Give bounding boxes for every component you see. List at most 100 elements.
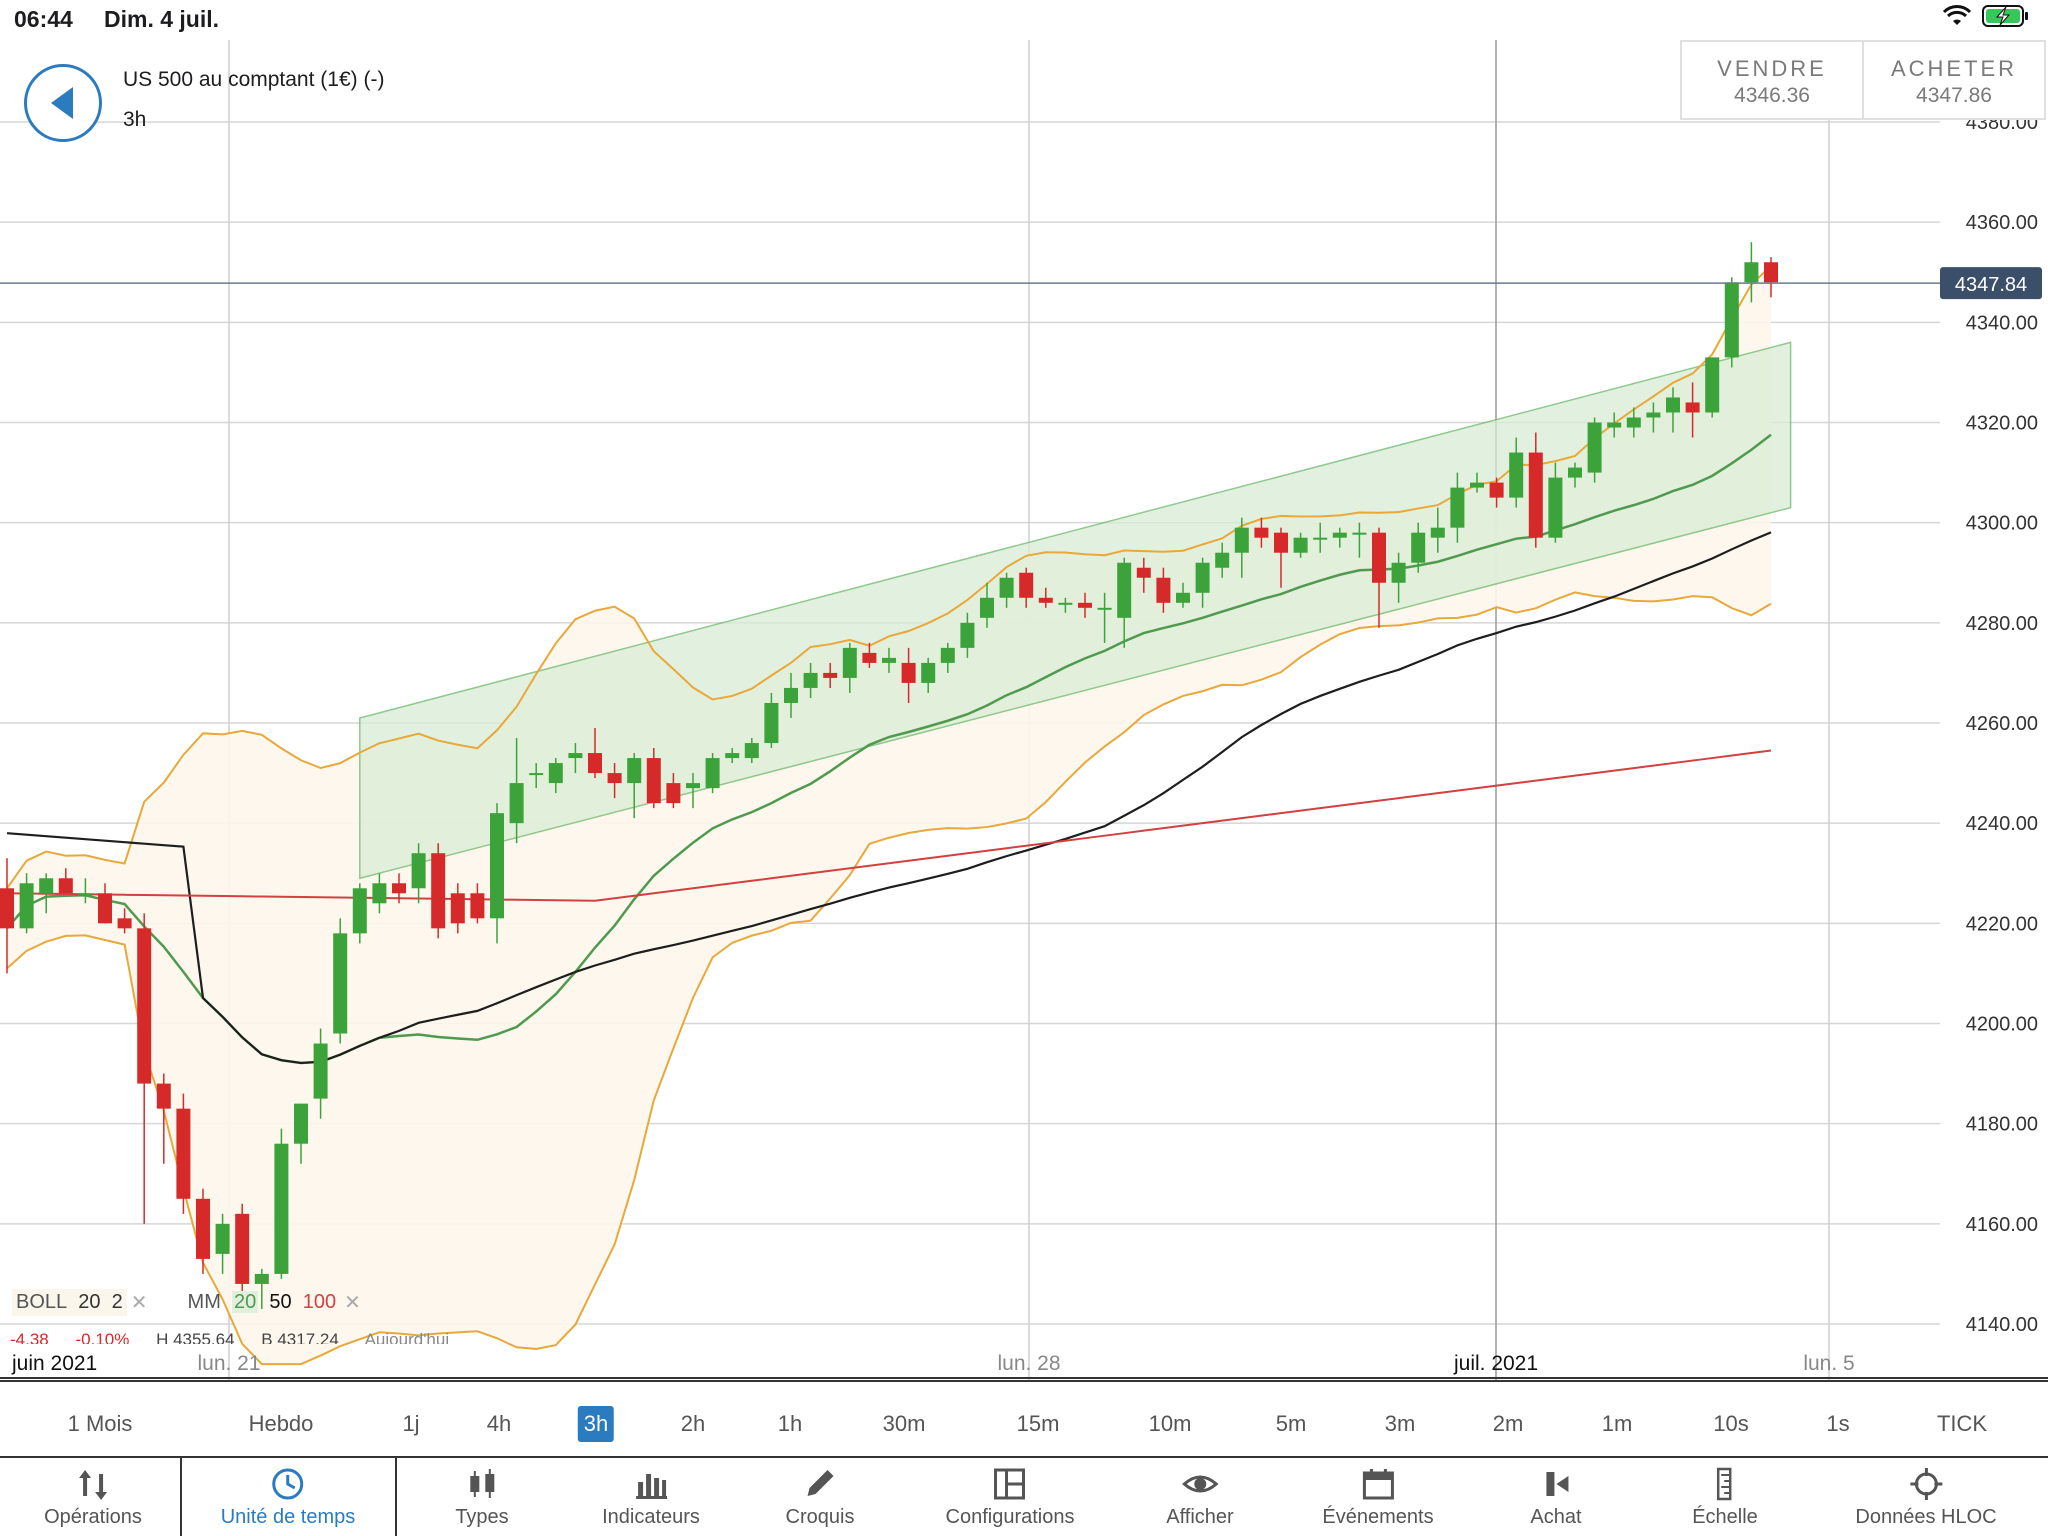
ma50-line [6,531,1772,1065]
toolbar-donnees-hloc-button[interactable]: Données HLOC [1855,1466,1997,1529]
boll-remove-icon[interactable]: ✕ [130,1291,148,1314]
regression-channel [359,341,1792,880]
candle-body [196,1198,210,1259]
y-tick-label: 4220.00 [1966,913,2038,935]
x-tick-label: juil. 2021 [1453,1352,1538,1375]
timeframe-1m[interactable]: 1m [1601,1411,1633,1436]
ohlc-change: -4.38 [10,1330,49,1344]
candle-body [1372,532,1386,583]
candle-body [784,687,798,703]
candle-body [548,763,563,784]
candle-body [58,878,73,894]
price-chart[interactable]: 4347.84 4140.00 4160.00 4180.00 4200.00 4220.… [0,40,2048,1380]
candle-body [1548,477,1563,538]
candle-body [940,647,955,663]
toolbar-indicateurs-button[interactable]: Indicateurs [602,1466,700,1529]
x-tick-label: lun. 5 [1803,1352,1854,1375]
timeframe-tick[interactable]: TICK [1936,1411,1988,1436]
toolbar-label: Indicateurs [602,1506,700,1528]
candle-body [1215,552,1230,568]
timeframe-4h[interactable]: 4h [486,1411,512,1436]
candle-body [274,1143,289,1274]
candle-body [254,1273,269,1284]
timeframe-15m[interactable]: 15m [1016,1411,1060,1436]
candle-body [1058,602,1073,605]
candle-body [627,758,642,784]
toolbar-evenements-button[interactable]: Événements [1322,1466,1434,1529]
y-tick-label: 4240.00 [1966,813,2038,835]
candle-body [392,883,406,894]
ohlc-high: H 4355.64 [156,1330,235,1344]
timeframe-2h[interactable]: 2h [680,1411,706,1436]
battery-charging-icon [1982,4,2030,33]
candle-body [215,1223,230,1254]
bollinger-lower-line [6,591,1772,1366]
timeframe-2m[interactable]: 2m [1492,1411,1524,1436]
x-tick-label: lun. 21 [197,1352,260,1375]
toolbar-configurations-button[interactable]: Configurations [946,1466,1074,1529]
sell-label: VENDRE [1717,56,1827,81]
toolbar-unite-de-temps-button[interactable]: Unité de temps [221,1466,355,1529]
candle-body [1352,532,1367,535]
timeframe-5m[interactable]: 5m [1275,1411,1307,1436]
candle-body [372,883,387,904]
timeframe-1h[interactable]: 1h [777,1411,803,1436]
candle-body [509,783,524,824]
buy-button[interactable]: ACHETER 4347.86 [1862,42,2044,118]
y-tick-label: 4160.00 [1966,1214,2038,1236]
timeframe-hebdo[interactable]: Hebdo [248,1411,314,1436]
status-icons [1942,4,2030,33]
candles-icon [469,1469,494,1498]
candle-body [450,893,465,924]
candle-body [921,662,936,683]
candle-body [117,918,132,929]
wifi-icon [1942,4,1972,33]
candle-body [313,1043,328,1099]
boll-deviation: 2 [111,1290,123,1313]
x-tick-label: lun. 28 [997,1352,1060,1375]
timeframe-1s[interactable]: 1s [1826,1411,1850,1436]
toolbar-afficher-button[interactable]: Afficher [1166,1466,1234,1529]
toolbar-echelle-button[interactable]: Échelle [1692,1466,1758,1529]
buy-label: ACHETER [1890,56,2018,81]
timeframe-1j[interactable]: 1j [402,1411,420,1436]
ma-legend[interactable]: MM 20 50 100 [184,1289,341,1316]
candle-body [1764,262,1778,283]
toolbar-types-button[interactable]: Types [455,1466,509,1529]
toolbar-operations-button[interactable]: Opérations [44,1466,142,1529]
status-time: 06:44 [14,6,73,32]
chart-area[interactable]: 4347.84 4140.00 4160.00 4180.00 4200.00 4220.… [0,40,2048,1380]
candle-body [862,652,877,663]
ohlc-readout: -4.38 -0.10% H 4355.64 B 4317.24 Aujourd… [10,1330,471,1344]
pencil-icon [807,1470,834,1496]
candle-body [529,773,544,776]
candle-body [1489,482,1504,498]
toolbar-achat-button[interactable]: Achat [1530,1466,1582,1529]
timeframe-1-mois[interactable]: 1 Mois [67,1411,133,1436]
candle-body [1019,572,1034,598]
candle-body [1176,592,1190,603]
timeframe-3h[interactable]: 3h [577,1406,615,1442]
timeframe-3m[interactable]: 3m [1384,1411,1416,1436]
ma100-line [6,749,1772,902]
candle-body [78,893,93,896]
candle-body [1744,262,1759,283]
candle-body [823,672,838,678]
candle-body [1568,467,1582,478]
back-button[interactable] [24,64,102,142]
ma-label: MM [187,1290,221,1313]
ma-remove-icon[interactable]: ✕ [344,1291,361,1314]
candle-body [686,783,700,789]
toolbar-label: Afficher [1166,1506,1234,1528]
candle-body [901,662,916,683]
candle-body [764,702,779,744]
timeframe-30m[interactable]: 30m [882,1411,926,1436]
candle-body [1391,562,1406,583]
toolbar-croquis-button[interactable]: Croquis [786,1466,854,1529]
calendar-icon [1362,1469,1394,1500]
timeframe-10m[interactable]: 10m [1148,1411,1192,1436]
timeframe-10s[interactable]: 10s [1713,1411,1749,1436]
sell-button[interactable]: VENDRE 4346.36 [1682,42,1862,118]
boll-legend[interactable]: BOLL 20 2 [12,1288,127,1316]
ma-100-label: 100 [302,1290,337,1313]
